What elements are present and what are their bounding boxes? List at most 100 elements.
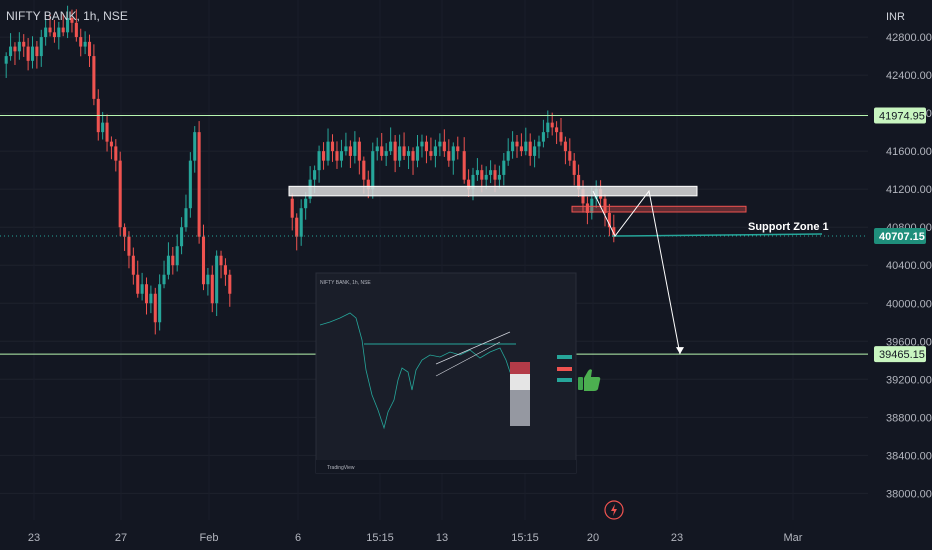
candle-body [92,56,96,99]
candle-body [546,122,550,133]
candle-body [13,46,17,52]
candle-body [519,146,523,152]
candle-body [201,236,206,285]
candle-body [4,56,8,64]
time-tick-label: Mar [784,532,803,544]
time-tick-label: 6 [295,532,301,544]
candle-body [313,170,317,180]
candle-body [537,141,541,147]
candle-body [371,151,375,190]
candle-body [188,160,192,209]
candle-body [66,18,70,33]
svg-text:39465.15: 39465.15 [879,349,925,361]
candle-body [144,284,149,304]
candle-body [438,141,442,147]
candle-body [140,284,144,294]
support-zone-1-line[interactable] [611,233,823,237]
candle-body [26,46,30,61]
gridlines [0,36,868,494]
candle-body [380,146,384,156]
candle-body [304,198,308,209]
candle-body [184,208,188,228]
candle-body [219,255,223,266]
candle-body [402,146,406,156]
inset-badge [557,378,572,382]
candle-body [299,208,303,237]
candle-body [105,122,109,142]
candle-body [585,203,589,213]
candle-body [171,255,175,266]
candle-body [52,32,56,38]
candle-body [411,151,415,161]
candle-body [366,179,370,190]
candle-body [215,255,219,304]
lightning-icon[interactable] [604,500,624,520]
candle-body [484,174,488,180]
time-tick-label: 23 [671,532,683,544]
symbol-title[interactable]: NIFTY BANK, 1h, NSE [6,9,128,23]
inset-badge [557,367,572,371]
inset-price-line [319,312,519,430]
candle-body [326,141,330,161]
price-tick-label: 40400.00 [886,260,932,272]
candle-body [451,146,455,161]
candle-body [295,217,299,237]
thumbs-up-icon [578,369,601,391]
candle-body [339,151,344,161]
candle-body [39,37,43,57]
candle-body [74,22,78,38]
candle-body [30,46,35,61]
candle-body [406,151,411,156]
candle-body [136,274,140,294]
candle-body [79,37,83,47]
candle-body [101,122,105,133]
red-zone-box[interactable] [571,205,747,213]
candle-body [197,132,201,237]
candle-body [362,160,366,180]
candle-body [471,174,475,190]
time-tick-label: 15:15 [366,532,394,544]
candle-body [456,146,460,152]
candle-body [550,122,554,128]
candle-body [193,132,197,161]
candle-body [9,46,13,57]
projected-path[interactable] [592,189,681,355]
candle-body [497,174,501,180]
svg-text:40707.15: 40707.15 [879,231,925,243]
price-tick-label: 38000.00 [886,488,932,500]
candle-body [429,151,433,156]
time-tick-label: 13 [436,532,448,544]
candle-body [393,141,397,161]
candle-body [442,141,446,152]
candle-body [118,160,122,228]
candle-body [109,141,113,147]
candle-body [559,132,563,142]
candle-body [389,141,393,152]
svg-text:41974.95: 41974.95 [879,111,925,123]
candle-body [131,255,135,275]
candle-body [335,151,339,161]
price-axis[interactable]: 38000.00 38400.00 38800.00 39200.00 39600.00… [886,32,932,500]
candle-body [180,227,184,247]
candle-body [57,27,61,38]
candle-body [511,141,515,152]
candle-body [228,274,232,294]
resistance-zone-box[interactable] [288,185,698,197]
candle-body [384,151,388,156]
candle-body [577,174,581,190]
candle-body [344,146,348,152]
candle-body [17,41,21,52]
candle-body [515,141,519,147]
candle-body [210,274,214,304]
candle-body [568,151,572,161]
price-badge-lower: 39465.15 [874,346,926,363]
time-axis[interactable]: 23 27 Feb 6 15:15 13 15:15 20 23 Mar [28,532,803,544]
candle-body [563,141,567,152]
inset-title: NIFTY BANK, 1h, NSE [320,280,371,286]
candle-body [61,27,65,33]
candle-body [48,27,52,33]
candle-body [70,18,74,23]
arrow-head-icon [676,347,684,355]
price-tick-label: 38400.00 [886,450,932,462]
